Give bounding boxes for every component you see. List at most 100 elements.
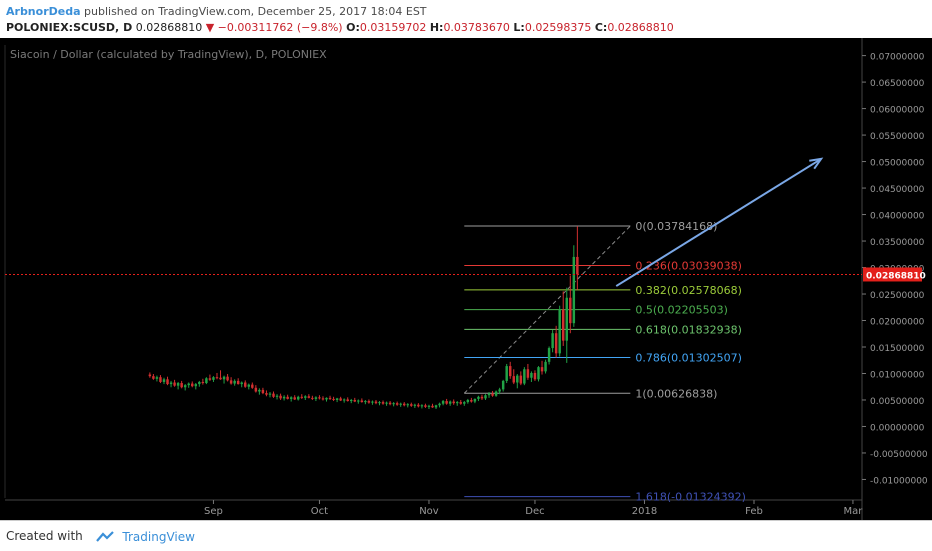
price-change: ▼ −0.00311762 (−9.8%) [205, 21, 343, 34]
candle-body [477, 396, 480, 399]
candle-body [240, 382, 243, 385]
candle-body [353, 399, 357, 402]
candle-body [410, 404, 413, 406]
candle-body [173, 382, 176, 386]
price-chart[interactable]: Siacoin / Dollar (calculated by TradingV… [0, 38, 932, 520]
candle-body [148, 374, 152, 377]
x-tick-label: 2018 [632, 506, 657, 517]
candle-body [244, 382, 247, 387]
open-value: 0.03159702 [359, 21, 427, 34]
candle-body [367, 401, 371, 403]
candle-body [484, 395, 487, 399]
candle-body [275, 395, 279, 397]
candle-body [166, 379, 169, 385]
candle-body [395, 403, 399, 405]
candle-body [463, 402, 466, 404]
candle-body [547, 348, 551, 362]
y-tick-label: 0.05000000 [870, 159, 925, 169]
candle-body [152, 376, 155, 379]
candle-body [459, 402, 463, 404]
tradingview-brand-link[interactable]: TradingView [122, 529, 195, 544]
candle-body [540, 367, 544, 372]
candle-body [441, 401, 445, 404]
candle-body [565, 297, 568, 341]
created-with-text: Created with [6, 529, 83, 543]
y-tick-label: 0.01500000 [870, 344, 925, 354]
y-tick-label: -0.00500000 [870, 450, 928, 460]
x-tick-label: Nov [419, 506, 439, 517]
low-value: 0.02598375 [524, 21, 592, 34]
candle-body [494, 391, 498, 396]
chart-area[interactable]: Siacoin / Dollar (calculated by TradingV… [0, 38, 932, 520]
candle-body [427, 405, 431, 407]
y-tick-label: 0.05500000 [870, 132, 925, 142]
fibonacci-retracement[interactable]: 0(0.03784168) 0.236(0.03039038) 0.382(0.02… [463, 220, 746, 504]
arrow-head [809, 157, 824, 170]
candle-body [286, 396, 289, 399]
fib-level-label: 1.618(-0.01324392) [635, 491, 746, 504]
candle-body [480, 396, 484, 399]
candle-body [328, 397, 332, 399]
y-tick-label: 0.03500000 [870, 238, 925, 248]
y-tick-label: 0.04500000 [870, 185, 925, 195]
candle-body [325, 397, 328, 400]
y-tick-label: 0.01000000 [870, 370, 925, 380]
author-link[interactable]: ArbnorDeda [6, 5, 81, 18]
candle-body [268, 393, 272, 395]
high-label: H: [429, 21, 444, 34]
fib-level-label: 0.786(0.01302507) [635, 351, 742, 364]
time-axis[interactable]: Sep Oct Nov Dec 2018 Feb Mar [204, 500, 863, 517]
chart-title: Siacoin / Dollar (calculated by TradingV… [10, 48, 327, 61]
candle-body [198, 381, 201, 385]
high-value: 0.03783670 [443, 21, 510, 34]
candle-body [247, 384, 251, 387]
candle-body [544, 361, 547, 372]
x-tick-label: Sep [204, 506, 223, 517]
candle-body [364, 401, 367, 403]
footer: Created with TradingView [0, 520, 932, 551]
candle-body [402, 403, 406, 406]
candle-body [314, 397, 318, 399]
candle-body [155, 377, 159, 379]
candle-body [498, 389, 501, 392]
candle-body [289, 397, 293, 399]
candle-body [360, 400, 364, 403]
publish-line: ArbnorDeda published on TradingView.com,… [6, 5, 427, 18]
candle-body [215, 377, 219, 379]
candle-body [371, 401, 374, 403]
fib-level-label: 0(0.03784168) [635, 220, 717, 233]
candle-body [455, 402, 459, 404]
candle-body [229, 380, 233, 384]
x-tick-label: Oct [311, 506, 328, 517]
candle-body [180, 383, 183, 388]
candle-body [554, 333, 558, 354]
trend-arrow[interactable] [615, 157, 824, 287]
candle-body [452, 401, 455, 404]
chart-background [0, 38, 932, 520]
y-tick-label: 0.00500000 [870, 397, 925, 407]
candle-body [445, 401, 448, 404]
candle-body [162, 379, 166, 382]
close-value: 0.02868810 [607, 21, 674, 34]
candle-body [530, 372, 533, 378]
candle-body [176, 383, 180, 386]
candle-body [420, 405, 424, 407]
candle-body [201, 381, 205, 384]
created-with: Created with TradingView [6, 529, 195, 544]
candle-body [304, 396, 307, 398]
candle-body [388, 402, 392, 405]
candle-body [254, 387, 258, 392]
candle-body [512, 376, 515, 383]
published-text: published on TradingView.com, December 2… [84, 5, 427, 18]
x-tick-label: Dec [525, 506, 544, 517]
x-tick-label: Mar [843, 506, 863, 517]
candlestick-series[interactable] [148, 226, 579, 409]
candle-body [434, 405, 438, 408]
candle-body [417, 404, 420, 407]
candle-body [208, 378, 212, 380]
candle-body [236, 380, 240, 385]
candle-body [537, 367, 540, 380]
candle-body [311, 397, 314, 399]
candle-body [392, 403, 395, 405]
candle-body [501, 380, 505, 390]
